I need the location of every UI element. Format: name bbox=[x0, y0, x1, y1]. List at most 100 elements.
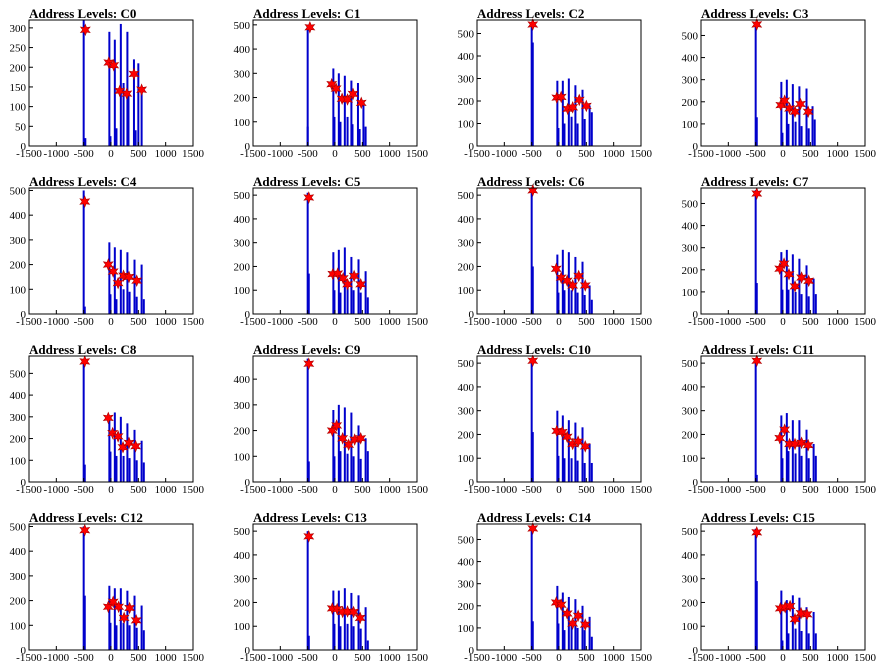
chart-bar bbox=[333, 456, 336, 482]
x-tick-label: -1500 bbox=[16, 316, 42, 328]
chart-point-marker bbox=[107, 426, 119, 440]
y-tick-label: 0 bbox=[245, 477, 251, 489]
y-tick-label: 100 bbox=[10, 284, 27, 296]
x-tick-label: 500 bbox=[802, 652, 819, 664]
chart-bar bbox=[113, 412, 116, 482]
chart-bar bbox=[364, 271, 367, 314]
chart-bar bbox=[583, 119, 586, 146]
x-tick-label: 0 bbox=[556, 484, 562, 496]
chart-bar bbox=[811, 106, 814, 146]
chart-bar bbox=[140, 264, 143, 314]
chart-panel: Address Levels: C3 0 100 200 300 400 500 -1500-… bbox=[672, 0, 896, 168]
x-tick-label: 1500 bbox=[406, 652, 429, 664]
chart-bar bbox=[140, 440, 143, 482]
chart-svg: Address Levels: C10 0 100 200 300 400 500 -1500… bbox=[458, 342, 653, 496]
chart-bar bbox=[563, 290, 566, 314]
y-tick-label: 400 bbox=[234, 214, 251, 226]
y-tick-label: 0 bbox=[21, 477, 27, 489]
x-tick-label: -500 bbox=[298, 316, 319, 328]
chart-bar bbox=[787, 123, 790, 146]
x-tick-label: 1000 bbox=[603, 484, 626, 496]
chart-point-marker bbox=[527, 354, 539, 368]
chart-bar bbox=[128, 291, 131, 314]
chart-point-marker bbox=[784, 102, 796, 115]
y-tick-label: 200 bbox=[458, 601, 475, 613]
y-tick-label: 0 bbox=[693, 309, 699, 321]
chart-bar bbox=[588, 443, 591, 482]
chart-bar bbox=[113, 588, 116, 650]
y-tick-label: 0 bbox=[693, 141, 699, 153]
chart-bar bbox=[333, 623, 336, 650]
chart-point-marker bbox=[123, 270, 135, 284]
x-tick-label: -1500 bbox=[688, 484, 714, 496]
chart-bar bbox=[781, 289, 784, 314]
y-tick-label: 400 bbox=[682, 53, 699, 65]
chart-bar bbox=[583, 462, 586, 482]
chart-bar bbox=[576, 627, 579, 650]
chart-bar bbox=[794, 628, 797, 650]
y-tick-label: 500 bbox=[10, 521, 27, 533]
x-tick-label: 1000 bbox=[827, 148, 850, 160]
chart-bar bbox=[794, 453, 797, 482]
chart-bar bbox=[755, 474, 758, 482]
x-tick-label: 1500 bbox=[630, 484, 653, 496]
x-tick-label: -1000 bbox=[43, 484, 69, 496]
y-tick-label: 300 bbox=[682, 574, 699, 586]
chart-bar bbox=[570, 458, 573, 482]
chart-point-marker bbox=[796, 436, 808, 450]
chart-bar bbox=[791, 595, 794, 650]
y-tick-label: 100 bbox=[682, 287, 699, 299]
y-tick-label: 100 bbox=[234, 621, 251, 633]
chart-point-marker bbox=[789, 612, 801, 626]
chart-bar bbox=[109, 622, 112, 650]
chart-svg: Address Levels: C15 0 100 200 300 400 500 -1500… bbox=[682, 510, 877, 664]
y-tick-label: 300 bbox=[682, 406, 699, 418]
chart-bar bbox=[791, 420, 794, 482]
x-tick-label: 500 bbox=[354, 148, 371, 160]
chart-point-marker bbox=[527, 522, 539, 535]
chart-point-marker bbox=[79, 23, 91, 37]
chart-point-marker bbox=[113, 600, 125, 614]
chart-bar bbox=[337, 404, 340, 482]
chart-bar bbox=[333, 290, 336, 314]
chart-point-marker bbox=[527, 18, 539, 31]
x-tick-label: 0 bbox=[556, 148, 562, 160]
chart-point-marker bbox=[355, 277, 367, 291]
y-tick-label: 400 bbox=[10, 390, 27, 402]
x-tick-label: -1500 bbox=[16, 652, 42, 664]
chart-bar bbox=[530, 526, 533, 650]
chart-point-marker bbox=[751, 187, 763, 200]
chart-bar bbox=[362, 102, 365, 146]
x-tick-label: 1000 bbox=[155, 148, 178, 160]
x-tick-label: 500 bbox=[802, 148, 819, 160]
chart-title: Address Levels: C8 bbox=[29, 342, 137, 357]
chart-point-marker bbox=[751, 18, 763, 31]
chart-bar bbox=[343, 588, 346, 650]
chart-point-marker bbox=[796, 271, 808, 284]
y-tick-label: 400 bbox=[10, 210, 27, 222]
y-tick-label: 200 bbox=[234, 261, 251, 273]
chart-point-marker bbox=[124, 601, 136, 615]
chart-bar bbox=[122, 455, 125, 482]
chart-point-marker bbox=[79, 523, 91, 537]
x-tick-label: -500 bbox=[298, 652, 319, 664]
chart-bar bbox=[780, 81, 783, 146]
chart-svg: Address Levels: C12 0 100 200 300 400 500 -1500… bbox=[10, 510, 205, 664]
x-tick-label: 0 bbox=[108, 316, 114, 328]
x-tick-label: -1500 bbox=[240, 148, 266, 160]
x-tick-label: -1000 bbox=[267, 652, 293, 664]
chart-bar bbox=[557, 128, 560, 146]
chart-title: Address Levels: C3 bbox=[701, 6, 809, 21]
chart-point-marker bbox=[779, 423, 791, 437]
chart-bar bbox=[787, 289, 790, 314]
chart-point-marker bbox=[561, 274, 573, 288]
chart-point-marker bbox=[801, 608, 813, 621]
plot-frame bbox=[700, 523, 866, 651]
chart-bar bbox=[306, 358, 309, 482]
chart-svg: Address Levels: C14 0 100 200 300 400 500 -1500… bbox=[458, 510, 653, 664]
chart-bar bbox=[576, 123, 579, 146]
y-tick-label: 300 bbox=[234, 400, 251, 412]
x-tick-label: 1500 bbox=[182, 484, 205, 496]
y-tick-label: 300 bbox=[10, 412, 27, 424]
chart-bar bbox=[339, 626, 342, 650]
